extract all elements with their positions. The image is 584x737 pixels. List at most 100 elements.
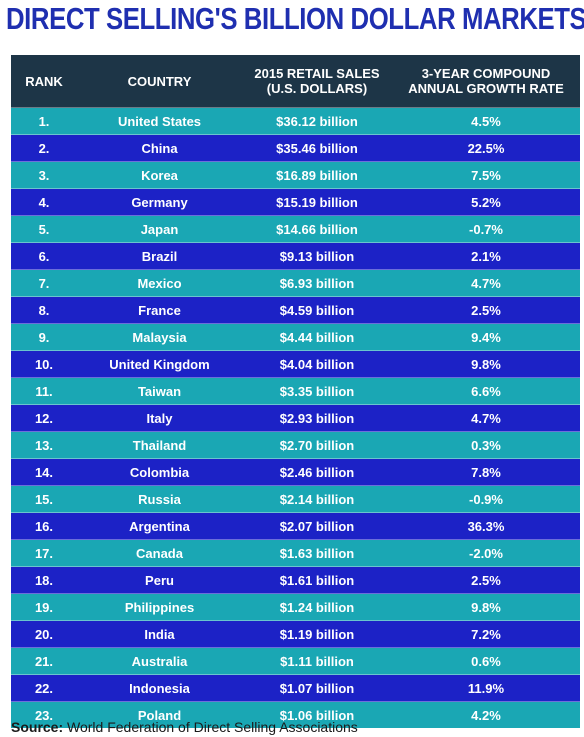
country-cell: Poland (77, 701, 242, 728)
growth-rate-cell: 5.2% (392, 188, 580, 216)
growth-rate-cell: 6.6% (392, 377, 580, 405)
table-row: 11. Taiwan $3.35 billion 6.6% (11, 377, 580, 405)
growth-rate-cell: 4.7% (392, 404, 580, 432)
table-header-row: RANK COUNTRY 2015 RETAIL SALES (U.S. DOL… (11, 55, 580, 108)
country-cell: Mexico (77, 269, 242, 297)
retail-sales-cell: $1.63 billion (242, 539, 392, 567)
table-row: 23. Poland $1.06 billion 4.2% (11, 701, 580, 728)
retail-sales-cell: $16.89 billion (242, 161, 392, 189)
table-row: 3. Korea $16.89 billion 7.5% (11, 161, 580, 189)
table-row: 20. India $1.19 billion 7.2% (11, 620, 580, 648)
growth-rate-cell: 9.4% (392, 323, 580, 351)
growth-rate-cell: 4.7% (392, 269, 580, 297)
table-row: 10. United Kingdom $4.04 billion 9.8% (11, 350, 580, 378)
table-row: 2. China $35.46 billion 22.5% (11, 134, 580, 162)
retail-sales-cell: $4.04 billion (242, 350, 392, 378)
table-row: 4. Germany $15.19 billion 5.2% (11, 188, 580, 216)
source-note: Source: World Federation of Direct Selli… (11, 717, 358, 737)
rank-cell: 3. (11, 161, 77, 189)
rank-cell: 11. (11, 377, 77, 405)
rank-cell: 8. (11, 296, 77, 324)
table-row: 19. Philippines $1.24 billion 9.8% (11, 593, 580, 621)
table-row: 21. Australia $1.11 billion 0.6% (11, 647, 580, 675)
retail-sales-cell: $15.19 billion (242, 188, 392, 216)
country-cell: Canada (77, 539, 242, 567)
table-row: 22. Indonesia $1.07 billion 11.9% (11, 674, 580, 702)
growth-rate-cell: 9.8% (392, 350, 580, 378)
growth-rate-cell: 2.5% (392, 296, 580, 324)
rank-cell: 9. (11, 323, 77, 351)
table-row: 7. Mexico $6.93 billion 4.7% (11, 269, 580, 297)
retail-sales-cell: $1.11 billion (242, 647, 392, 675)
country-cell: Italy (77, 404, 242, 432)
markets-table: RANK COUNTRY 2015 RETAIL SALES (U.S. DOL… (11, 55, 580, 728)
header-retail-sales: 2015 RETAIL SALES (U.S. DOLLARS) (242, 55, 392, 108)
retail-sales-cell: $2.14 billion (242, 485, 392, 513)
country-cell: Malaysia (77, 323, 242, 351)
country-cell: India (77, 620, 242, 648)
country-cell: Indonesia (77, 674, 242, 702)
header-rank: RANK (11, 55, 77, 108)
retail-sales-cell: $14.66 billion (242, 215, 392, 243)
growth-rate-cell: 4.5% (392, 107, 580, 135)
retail-sales-cell: $9.13 billion (242, 242, 392, 270)
rank-cell: 10. (11, 350, 77, 378)
growth-rate-cell: 11.9% (392, 674, 580, 702)
growth-rate-cell: 4.2% (392, 701, 580, 728)
header-growth-rate-line2: ANNUAL GROWTH RATE (408, 81, 564, 96)
header-growth-rate-line1: 3-YEAR COMPOUND (421, 66, 551, 81)
table-row: 18. Peru $1.61 billion 2.5% (11, 566, 580, 594)
growth-rate-cell: 36.3% (392, 512, 580, 540)
table-row: 15. Russia $2.14 billion -0.9% (11, 485, 580, 513)
retail-sales-cell: $2.46 billion (242, 458, 392, 486)
retail-sales-cell: $1.61 billion (242, 566, 392, 594)
growth-rate-cell: -2.0% (392, 539, 580, 567)
growth-rate-cell: 7.2% (392, 620, 580, 648)
rank-cell: 17. (11, 539, 77, 567)
header-country: COUNTRY (77, 55, 242, 108)
country-cell: China (77, 134, 242, 162)
rank-cell: 23. (11, 701, 77, 728)
growth-rate-cell: 7.5% (392, 161, 580, 189)
retail-sales-cell: $3.35 billion (242, 377, 392, 405)
rank-cell: 2. (11, 134, 77, 162)
rank-cell: 19. (11, 593, 77, 621)
page-title: DIRECT SELLING'S BILLION DOLLAR MARKETS (6, 1, 584, 36)
retail-sales-cell: $2.07 billion (242, 512, 392, 540)
growth-rate-cell: 9.8% (392, 593, 580, 621)
table-row: 14. Colombia $2.46 billion 7.8% (11, 458, 580, 486)
retail-sales-cell: $1.07 billion (242, 674, 392, 702)
rank-cell: 21. (11, 647, 77, 675)
country-cell: Japan (77, 215, 242, 243)
retail-sales-cell: $4.59 billion (242, 296, 392, 324)
table-row: 17. Canada $1.63 billion -2.0% (11, 539, 580, 567)
country-cell: Argentina (77, 512, 242, 540)
retail-sales-cell: $6.93 billion (242, 269, 392, 297)
table-row: 1. United States $36.12 billion 4.5% (11, 107, 580, 135)
rank-cell: 22. (11, 674, 77, 702)
table-row: 9. Malaysia $4.44 billion 9.4% (11, 323, 580, 351)
rank-cell: 15. (11, 485, 77, 513)
growth-rate-cell: 0.3% (392, 431, 580, 459)
country-cell: Brazil (77, 242, 242, 270)
header-growth-rate: 3-YEAR COMPOUND ANNUAL GROWTH RATE (392, 55, 580, 108)
source-label: Source: (11, 719, 64, 735)
retail-sales-cell: $1.06 billion (242, 701, 392, 728)
growth-rate-cell: -0.7% (392, 215, 580, 243)
rank-cell: 1. (11, 107, 77, 135)
header-retail-sales-line2: (U.S. DOLLARS) (266, 81, 368, 96)
country-cell: Russia (77, 485, 242, 513)
rank-cell: 7. (11, 269, 77, 297)
growth-rate-cell: 0.6% (392, 647, 580, 675)
retail-sales-cell: $2.93 billion (242, 404, 392, 432)
table-row: 8. France $4.59 billion 2.5% (11, 296, 580, 324)
table-row: 16. Argentina $2.07 billion 36.3% (11, 512, 580, 540)
country-cell: Thailand (77, 431, 242, 459)
country-cell: Colombia (77, 458, 242, 486)
country-cell: Korea (77, 161, 242, 189)
rank-cell: 12. (11, 404, 77, 432)
rank-cell: 13. (11, 431, 77, 459)
growth-rate-cell: 22.5% (392, 134, 580, 162)
rank-cell: 14. (11, 458, 77, 486)
rank-cell: 4. (11, 188, 77, 216)
